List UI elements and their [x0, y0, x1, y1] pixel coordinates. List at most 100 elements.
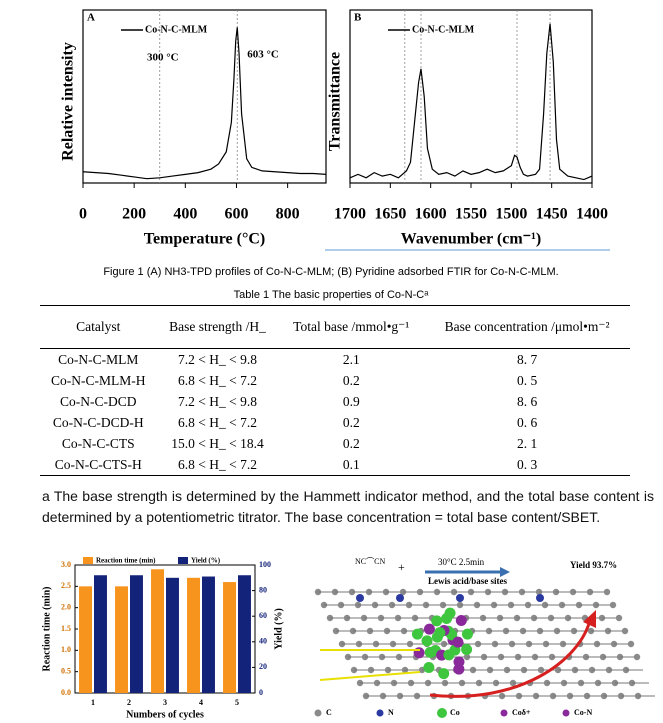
x-tick-label: 800 — [276, 206, 300, 223]
nitrogen-atom — [536, 594, 544, 602]
y2-axis-label: Yield (%) — [273, 608, 284, 650]
header-cell: Catalyst — [40, 305, 157, 349]
header-cell: Base strength /H_ — [156, 305, 279, 349]
table-cell: Co-N-C-MLM-H — [51, 372, 146, 388]
legend-label: Co-N-C-MLM — [412, 24, 475, 35]
x-tick-label: 0 — [79, 206, 87, 223]
reactant: NC⌒CN — [355, 557, 385, 566]
reaction-arrowhead — [500, 567, 510, 577]
x-tick-label: 1700 — [334, 206, 366, 223]
x-tick-label: 1550 — [455, 206, 487, 223]
bar — [130, 575, 143, 693]
y-axis-label: Reaction time (min) — [41, 587, 52, 672]
x-tick-label: 2 — [127, 698, 131, 707]
cobalt-atom — [461, 628, 473, 640]
table-cell: 0.2 — [342, 414, 360, 430]
bar — [94, 575, 107, 693]
table-cell: 15.0 < H_ < 18.4 — [171, 435, 264, 451]
legend-label: Coδ+ — [512, 708, 531, 717]
conditions: 30°C 2.5min — [438, 557, 485, 567]
legend-label: Co-N-C-MLM — [145, 24, 208, 35]
table-cell: 8. 6 — [516, 393, 538, 409]
y2-tick-label: 40 — [259, 637, 267, 646]
panel-label: A — [87, 12, 95, 24]
x-tick-label: 1500 — [495, 206, 527, 223]
cobalt-ion — [423, 623, 435, 635]
scheme-legend: C N Co Coδ+ Co-N — [314, 708, 592, 718]
table-cell: 7.2 < H_ < 9.8 — [177, 393, 257, 409]
y-axis-label: Transmittance — [327, 52, 344, 151]
red-arrow — [429, 619, 592, 698]
nitrogen-atom — [396, 594, 404, 602]
legend-label: Co-N — [574, 708, 592, 717]
header-cell: Base concentration /μmol•m⁻² — [424, 305, 630, 349]
plot-frame — [349, 9, 593, 184]
y-tick-label: 1.5 — [61, 624, 71, 633]
x-axis-label: Temperature (°C) — [144, 231, 265, 248]
x-tick-label: 400 — [173, 206, 197, 223]
table-row: Co-N-C-MLM-H 6.8 < H_ < 7.2 0.2 0. 5 — [40, 370, 630, 391]
legend-dot — [314, 709, 322, 717]
y2-tick-label: 80 — [259, 585, 267, 594]
bar — [79, 586, 92, 693]
x-tick-label: 1650 — [374, 206, 406, 223]
cobalt-atom — [461, 643, 473, 655]
y2-tick-label: 20 — [259, 662, 267, 671]
table-cell: Co-N-C-DCD — [60, 393, 137, 409]
table-cell: 7.2 < H_ < 9.8 — [177, 351, 257, 367]
y2-tick-label: 0 — [259, 688, 263, 697]
footnote: a The base strength is determined by the… — [42, 488, 654, 525]
table-cell: 0. 3 — [424, 454, 630, 476]
cobalt-ion — [452, 636, 464, 648]
table-cell: 0.2 — [342, 435, 360, 451]
table-cell: 6.8 < H_ < 7.2 — [156, 454, 279, 476]
table-cell: Co-N-C-DCD-H — [52, 414, 144, 430]
yield: Yield 93.7% — [570, 560, 617, 570]
carbon-atom — [633, 653, 641, 661]
sites: Lewis acid/base sites — [428, 576, 507, 586]
cobalt-ion — [413, 647, 425, 659]
x-tick-label: 200 — [122, 206, 146, 223]
table-cell: Co-N-C-CTS-H — [40, 454, 157, 476]
legend-label: Yield (%) — [191, 557, 221, 565]
y-tick-label: 2.0 — [61, 602, 71, 611]
carbon-atom — [609, 601, 617, 609]
data-line — [82, 27, 327, 180]
bar — [238, 575, 251, 693]
table-body: Co-N-C-MLM 7.2 < H_ < 9.8 2.1 8. 7 Co-N-C-ML… — [40, 349, 630, 476]
bar — [115, 586, 128, 693]
x-axis-label: Numbers of cycles — [126, 709, 204, 720]
y-tick-label: 1.0 — [61, 645, 71, 654]
y2-tick-label: 100 — [259, 560, 271, 569]
legend-label: C — [326, 708, 332, 717]
interaction — [319, 671, 421, 681]
bar — [202, 576, 215, 693]
table-cell: 0. 6 — [516, 414, 538, 430]
table-cell: Co-N-C-CTS — [61, 435, 135, 451]
table-cell: 0.9 — [342, 393, 360, 409]
x-tick-label: 1 — [91, 698, 95, 707]
table-row: Co-N-C-DCD 7.2 < H_ < 9.8 0.9 8. 6 — [40, 391, 630, 412]
y-axis-label: Relative intensity — [60, 42, 77, 161]
red-arrowhead — [583, 610, 596, 628]
scheme: NC⌒CN + 30°C 2.5min Lewis acid/base site… — [275, 555, 655, 723]
x-tick-label: 3 — [163, 698, 167, 707]
y-tick-label: 0.0 — [61, 688, 71, 697]
y-tick-label: 2.5 — [61, 581, 71, 590]
cobalt-atom — [423, 661, 435, 673]
data-line — [349, 23, 593, 181]
bar — [166, 577, 179, 693]
cobalt-atom — [421, 635, 433, 647]
table: Catalyst Base strength /H_ Total base /mmo… — [40, 305, 630, 476]
bar — [223, 582, 236, 693]
x-tick-label: 4 — [199, 698, 203, 707]
x-tick-label: 1400 — [576, 206, 608, 223]
cobalt-atom — [438, 668, 450, 680]
x-tick-label: 600 — [224, 206, 248, 223]
figure-caption: Figure 1 (A) NH3-TPD profiles of Co-N-C-… — [103, 266, 558, 278]
legend-dot — [500, 709, 508, 717]
legend-swatch — [83, 557, 93, 564]
table-cell: 2. 1 — [516, 435, 538, 451]
